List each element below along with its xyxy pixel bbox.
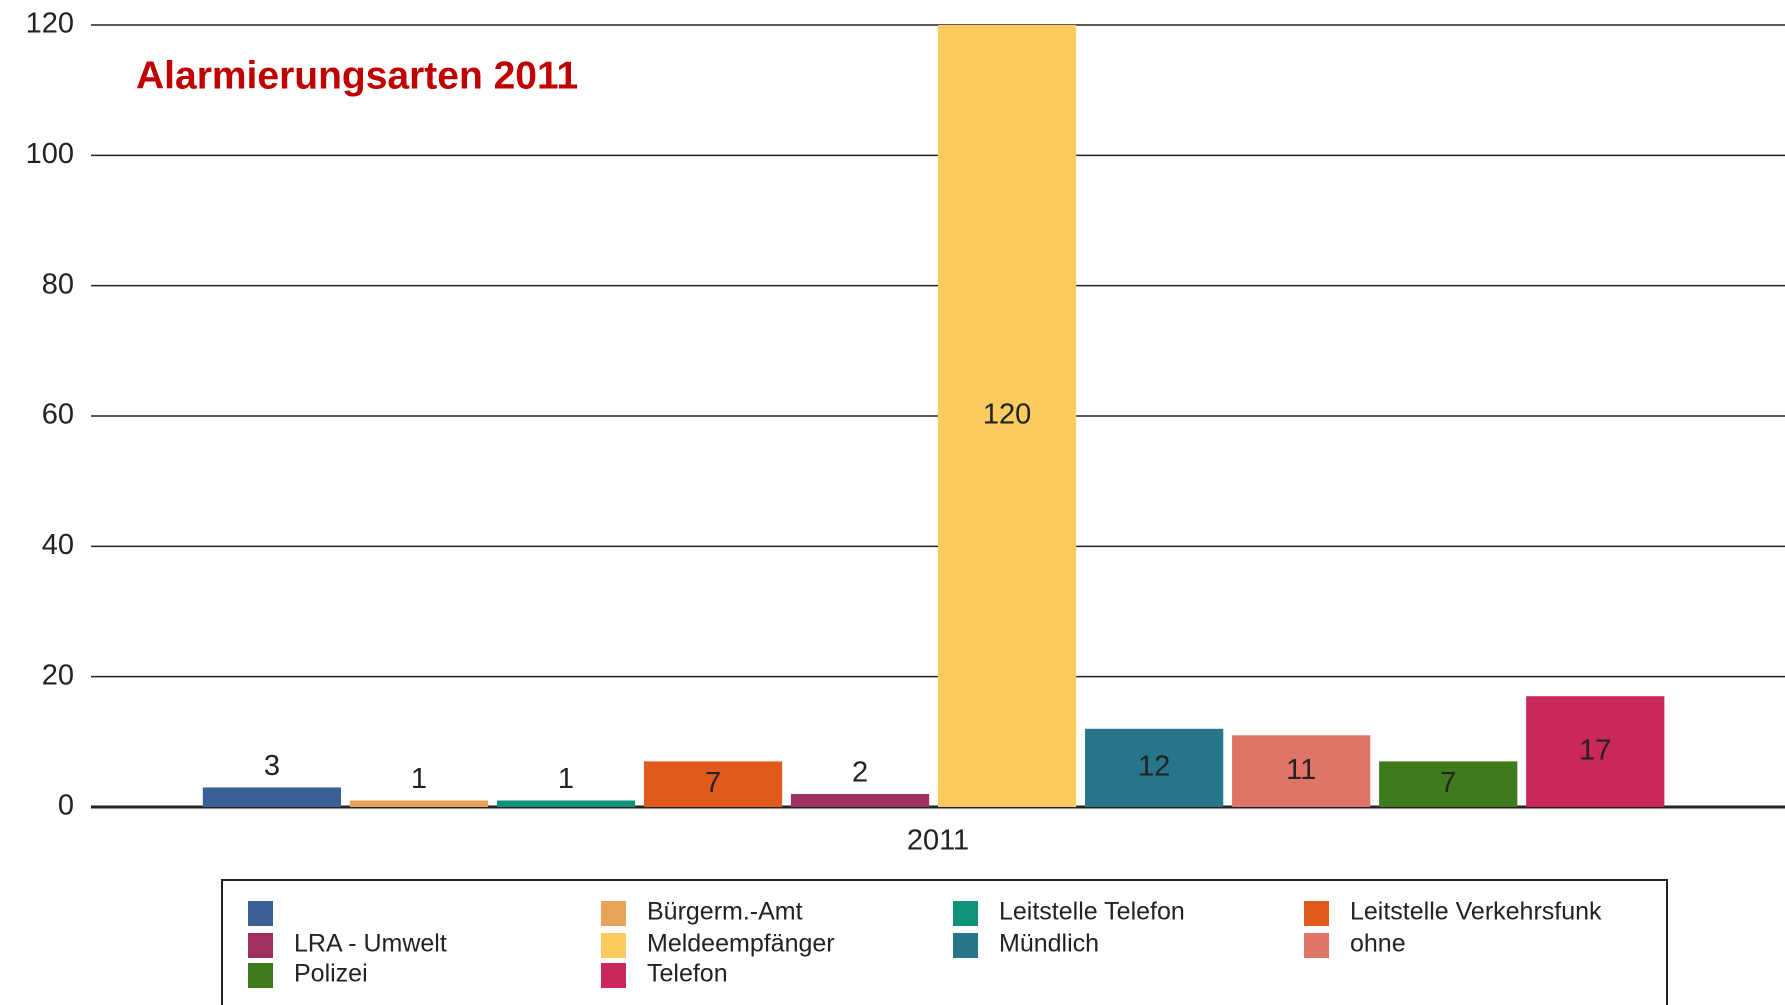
y-tick-label: 60 (42, 399, 74, 431)
legend-swatch (248, 933, 273, 958)
bar (1526, 696, 1665, 807)
data-label: 120 (983, 399, 1031, 431)
legend-label: Bürgerm.-Amt (647, 898, 803, 926)
data-label: 11 (1286, 754, 1316, 786)
legend-swatch (601, 963, 626, 988)
data-label: 2 (852, 757, 868, 789)
bar (790, 793, 930, 807)
legend-label: Telefon (647, 960, 728, 988)
y-tick-label: 100 (26, 138, 74, 170)
bar (938, 25, 1077, 807)
data-label: 17 (1579, 734, 1611, 766)
chart-title: Alarmierungsarten 2011 (136, 54, 578, 97)
y-tick-label: 80 (42, 268, 74, 300)
data-label: 1 (558, 763, 574, 795)
bar (1085, 728, 1224, 807)
legend-label: Leitstelle Verkehrsfunk (1350, 898, 1602, 926)
legend-label: Meldeempfänger (647, 930, 835, 958)
bar (496, 800, 636, 807)
bar (1232, 735, 1371, 807)
legend-label: ohne (1350, 930, 1406, 958)
legend-label: LRA - Umwelt (294, 930, 447, 958)
y-tick-label: 20 (42, 659, 74, 691)
legend-label: Polizei (294, 960, 368, 988)
data-label: 1 (411, 763, 427, 795)
y-tick-label: 0 (58, 790, 74, 822)
legend-swatch (248, 963, 273, 988)
legend-swatch (601, 901, 626, 926)
bar (202, 787, 342, 807)
legend-swatch (248, 901, 273, 926)
bar (1379, 761, 1518, 807)
y-tick-label: 40 (42, 529, 74, 561)
legend-swatch (953, 933, 978, 958)
legend-swatch (601, 933, 626, 958)
data-label: 12 (1138, 751, 1170, 783)
bar (349, 800, 489, 807)
data-label: 3 (264, 750, 280, 782)
legend-label: Mündlich (999, 930, 1099, 958)
legend-label: Leitstelle Telefon (999, 898, 1185, 926)
bar (643, 761, 783, 807)
data-label: 7 (1440, 767, 1456, 799)
x-tick-label: 2011 (907, 825, 969, 857)
legend-swatch (953, 901, 978, 926)
y-tick-label: 120 (26, 8, 74, 40)
data-label: 7 (705, 767, 721, 799)
legend-swatch (1304, 933, 1329, 958)
legend-swatch (1304, 901, 1329, 926)
legend-box (221, 879, 1668, 1005)
